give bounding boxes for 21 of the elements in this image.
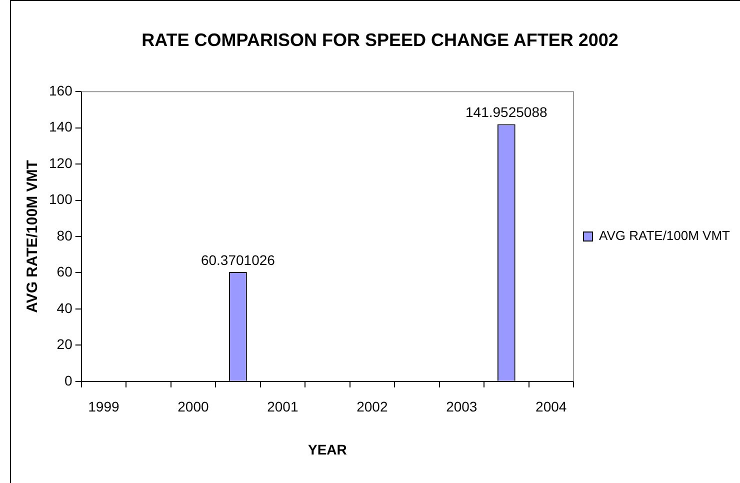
y-tick-label: 100 [49,191,73,208]
x-tick-label: 2003 [446,398,478,415]
x-tick-label: 2002 [356,398,388,415]
x-tick-label: 2001 [267,398,298,415]
y-tick-label: 60 [56,264,73,280]
x-tick-label: 2004 [536,398,567,415]
data-label: 141.9525088 [466,104,548,120]
y-tick-label: 40 [56,300,73,316]
y-tick-label: 0 [64,372,73,388]
y-axis-title: AVG RATE/100M VMT [24,160,42,313]
y-tick-label: 160 [49,82,73,98]
chart-title: RATE COMPARISON FOR SPEED CHANGE AFTER 2002 [142,30,618,50]
x-axis-title: YEAR [308,441,347,458]
y-tick-label: 80 [56,227,73,244]
x-tick-label: 1999 [88,398,120,415]
y-tick-label: 120 [49,154,73,171]
y-tick-label: 20 [56,336,73,352]
legend-label: AVG RATE/100M VMT [599,228,730,244]
x-tick-label: 2000 [178,398,209,415]
y-tick-label: 140 [49,118,73,135]
data-label: 60.3701026 [200,252,276,268]
